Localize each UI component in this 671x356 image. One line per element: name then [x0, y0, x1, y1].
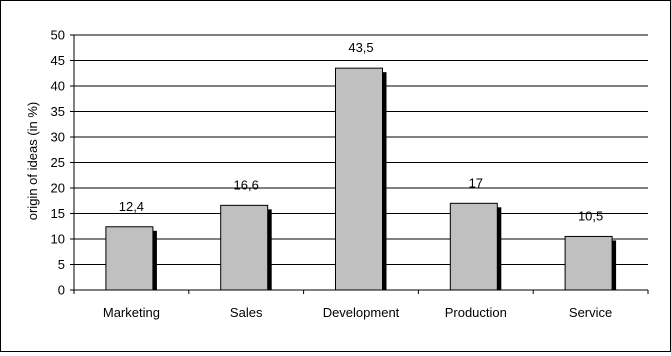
bar-production — [449, 202, 498, 291]
x-tick-label: Service — [569, 305, 612, 320]
y-tick-label: 10 — [51, 232, 65, 247]
y-axis: 0 5 10 15 20 25 30 35 40 45 50 — [51, 28, 75, 298]
data-label: 43,5 — [348, 40, 373, 55]
y-tick-label: 35 — [51, 104, 65, 119]
data-label: 16,6 — [234, 177, 259, 192]
data-label: 10,5 — [578, 208, 603, 223]
data-label: 17 — [469, 175, 483, 190]
y-axis-label: origin of ideas (in %) — [25, 102, 40, 221]
bar-marketing — [105, 226, 154, 291]
y-tick-label: 25 — [51, 155, 65, 170]
bar-service — [564, 235, 613, 291]
y-tick-label: 15 — [51, 206, 65, 221]
y-tick-label: 0 — [58, 283, 65, 298]
x-tick-label: Sales — [230, 305, 263, 320]
y-tick-label: 45 — [51, 53, 65, 68]
y-tick-label: 40 — [51, 79, 65, 94]
x-tick-label: Marketing — [103, 305, 160, 320]
x-tick-label: Production — [445, 305, 507, 320]
y-tick-label: 50 — [51, 28, 65, 43]
y-tick-label: 20 — [51, 181, 65, 196]
bar-development — [335, 67, 383, 291]
bars: 12,4 16,6 43,5 17 10,5 — [105, 40, 617, 291]
y-tick-label: 30 — [51, 130, 65, 145]
bar-sales — [220, 204, 269, 291]
x-tick-label: Development — [323, 305, 400, 320]
data-label: 12,4 — [119, 199, 144, 214]
x-axis: Marketing Sales Development Production Servi… — [73, 289, 649, 320]
y-tick-label: 5 — [58, 257, 65, 272]
